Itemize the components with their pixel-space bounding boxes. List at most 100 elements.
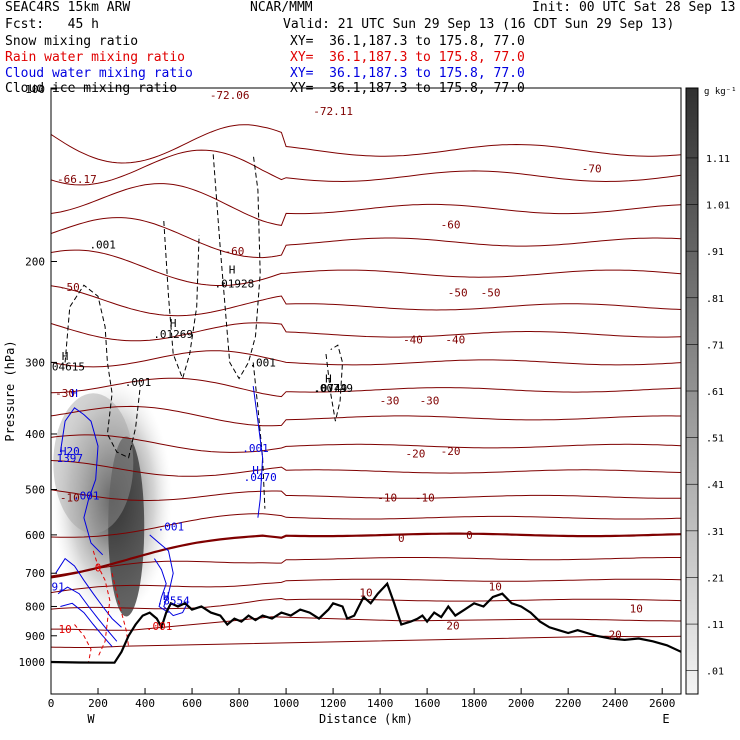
- x-tick-label: 2200: [555, 697, 582, 710]
- temperature-label-20: 20: [446, 620, 459, 633]
- west-label: W: [87, 712, 95, 726]
- rain-contour: [74, 624, 92, 663]
- cloud-label-1: 1397: [57, 452, 84, 465]
- isotherm-0: [51, 532, 681, 579]
- field-xy-snow: XY= 36.1,187.3 to 175.8, 77.0: [290, 34, 525, 49]
- x-tick-label: 2600: [649, 697, 676, 710]
- temperature-label-4: -50: [448, 286, 468, 299]
- temperature-label-9: -30: [380, 394, 400, 407]
- plot-frame: [50, 87, 682, 695]
- x-tick-label: 2400: [602, 697, 629, 710]
- field-name-rain: Rain water mixing ratio: [5, 50, 186, 65]
- temperature-label-14: -10: [415, 492, 435, 505]
- isotherm-minus50: [51, 249, 681, 286]
- snow-label-5: .001: [249, 357, 276, 370]
- y-tick-label: 700: [25, 567, 45, 580]
- temperature-label-21: 20: [609, 629, 622, 642]
- colorbar-tick-label: .31: [706, 527, 724, 538]
- isotherm-minus40: [51, 322, 681, 342]
- snow-contour: [163, 220, 200, 381]
- cloud-label-4: H: [252, 464, 259, 477]
- cloud-water-contour: [252, 386, 264, 518]
- y-tick-label: 500: [25, 484, 45, 497]
- temperature-label-1: -60: [441, 218, 461, 231]
- temperature-label-7: -40: [445, 333, 465, 346]
- snow-shading-core: [108, 436, 145, 617]
- colorbar-tick-label: 1.01: [706, 201, 730, 212]
- cloud-label-7: H: [163, 590, 170, 603]
- temperature-label-17: 10: [359, 586, 372, 599]
- rain-label-1: 10: [58, 623, 71, 636]
- snow-label-7: .00749: [313, 382, 353, 395]
- colorbar-tick-label: .41: [706, 480, 724, 491]
- isotherm-minus60: [51, 183, 681, 226]
- snow-label-9: .04615: [45, 361, 85, 374]
- y-tick-label: 600: [25, 529, 45, 542]
- cloud-label-0: H20: [60, 445, 80, 458]
- field-name-snow: Snow mixing ratio: [5, 34, 139, 49]
- x-tick-label: 2000: [508, 697, 535, 710]
- cloud-water-contour: [55, 557, 122, 628]
- cloud-water-contour: [57, 586, 118, 642]
- x-tick-label: 200: [88, 697, 108, 710]
- isotherm-15: [51, 597, 681, 610]
- isotherm-minus30: [51, 377, 681, 398]
- y-tick-label: 1000: [19, 656, 46, 669]
- extrema-label-4: .0749: [314, 382, 347, 395]
- snow-contour: [252, 362, 266, 509]
- colorbar-tick-label: .21: [706, 573, 724, 584]
- snow-label-2: .01269: [153, 328, 193, 341]
- snow-label-3: H: [229, 264, 236, 277]
- forecast-hour: Fcst: 45 h: [5, 17, 99, 32]
- other_temperature-label-0: -10: [60, 492, 80, 505]
- isotherm-minus45: [51, 285, 681, 317]
- temperature-label-0: -70: [582, 163, 602, 176]
- colorbar-tick-label: .51: [706, 434, 724, 445]
- temperature-label-19: 10: [630, 603, 643, 616]
- east-label: E: [662, 712, 669, 726]
- valid-time: Valid: 21 UTC Sun 29 Sep 13 (16 CDT Sun …: [283, 17, 675, 32]
- snow-contour: [325, 344, 344, 422]
- colorbar-tick-label: .91: [706, 247, 724, 258]
- cloud-label-9: 91: [51, 580, 64, 593]
- temperature-label-2: -60: [224, 245, 244, 258]
- x-tick-label: 400: [135, 697, 155, 710]
- colorbar-tick-label: 1.11: [706, 154, 730, 165]
- colorbar-tick-label: .71: [706, 340, 724, 351]
- cloud-label-5: .0470: [244, 471, 277, 484]
- isotherm-minus55: [51, 217, 681, 259]
- field-xy-rain: XY= 36.1,187.3 to 175.8, 77.0: [290, 50, 525, 65]
- colorbar-unit: g kg⁻¹: [704, 87, 737, 97]
- isotherm-minus15: [51, 460, 681, 477]
- rain-contour: [111, 573, 130, 647]
- isotherm-minus25: [51, 405, 681, 427]
- y-tick-label: 900: [25, 630, 45, 643]
- temperature-label-18: 10: [489, 580, 502, 593]
- temperature-label-13: -10: [377, 492, 397, 505]
- x-tick-label: 1400: [367, 697, 394, 710]
- colorbar-tick-label: .61: [706, 387, 724, 398]
- snow-label-4: .01928: [215, 278, 255, 291]
- isotherm-20: [51, 616, 681, 631]
- center-title: NCAR/MMM: [250, 0, 313, 15]
- x-tick-label: 600: [182, 697, 202, 710]
- isotherm-minus20: [51, 434, 681, 453]
- y-tick-label: 300: [25, 356, 45, 369]
- init-time: Init: 00 UTC Sat 28 Sep 13: [532, 0, 736, 15]
- x-tick-label: 1800: [461, 697, 488, 710]
- y-tick-label: 100: [25, 83, 45, 96]
- field-xy-cloud: XY= 36.1,187.3 to 175.8, 77.0: [290, 66, 525, 81]
- isotherm-minus70: [51, 124, 681, 164]
- y-tick-label: 200: [25, 255, 45, 268]
- temperature-label-15: 0: [398, 532, 405, 545]
- temperature-label-10: -30: [420, 394, 440, 407]
- x-tick-label: 1000: [273, 697, 300, 710]
- cloud-water-contour: [149, 534, 188, 617]
- x-tick-label: 1200: [320, 697, 347, 710]
- rain-label-2: .001: [146, 620, 173, 633]
- y-tick-label: 800: [25, 600, 45, 613]
- snow-label-8: H: [62, 350, 69, 363]
- temperature-label-16: 0: [466, 529, 473, 542]
- colorbar-tick-label: .01: [706, 667, 724, 678]
